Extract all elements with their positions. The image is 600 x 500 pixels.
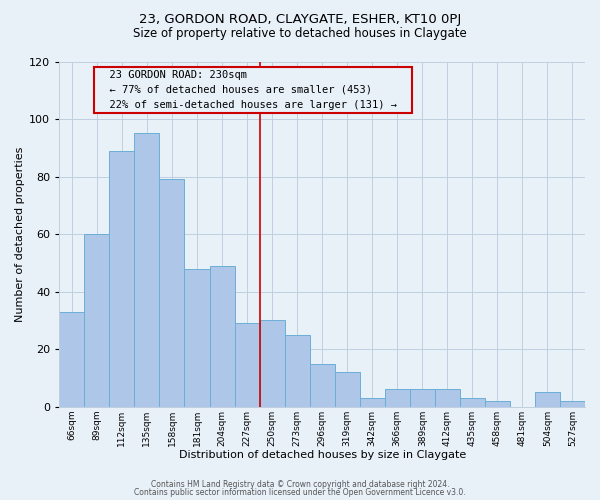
- Bar: [109, 150, 134, 406]
- Bar: [410, 390, 435, 406]
- Bar: [134, 134, 160, 406]
- Bar: [284, 335, 310, 406]
- X-axis label: Distribution of detached houses by size in Claygate: Distribution of detached houses by size …: [179, 450, 466, 460]
- Bar: [235, 324, 260, 406]
- Text: Size of property relative to detached houses in Claygate: Size of property relative to detached ho…: [133, 28, 467, 40]
- Bar: [460, 398, 485, 406]
- Text: 23 GORDON ROAD: 230sqm
  ← 77% of detached houses are smaller (453)
  22% of sem: 23 GORDON ROAD: 230sqm ← 77% of detached…: [97, 70, 409, 110]
- Bar: [535, 392, 560, 406]
- Bar: [59, 312, 85, 406]
- Bar: [435, 390, 460, 406]
- Bar: [335, 372, 360, 406]
- Bar: [560, 401, 585, 406]
- Text: Contains HM Land Registry data © Crown copyright and database right 2024.: Contains HM Land Registry data © Crown c…: [151, 480, 449, 489]
- Y-axis label: Number of detached properties: Number of detached properties: [15, 146, 25, 322]
- Bar: [310, 364, 335, 406]
- Bar: [360, 398, 385, 406]
- Bar: [385, 390, 410, 406]
- Bar: [184, 268, 209, 406]
- Text: Contains public sector information licensed under the Open Government Licence v3: Contains public sector information licen…: [134, 488, 466, 497]
- Bar: [160, 180, 184, 406]
- Bar: [85, 234, 109, 406]
- Bar: [209, 266, 235, 406]
- Text: 23, GORDON ROAD, CLAYGATE, ESHER, KT10 0PJ: 23, GORDON ROAD, CLAYGATE, ESHER, KT10 0…: [139, 12, 461, 26]
- Bar: [485, 401, 510, 406]
- Bar: [260, 320, 284, 406]
